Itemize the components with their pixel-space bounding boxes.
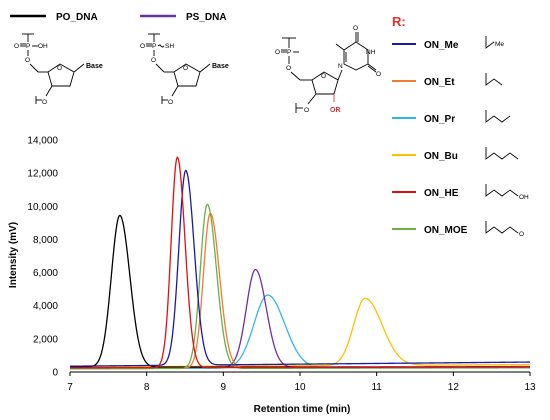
- r-legend-label-on-et: ON_Et: [424, 77, 455, 88]
- y-axis-ticks: 0 2,000 4,000 6,000 8,000 10,000 12,000 14,000: [27, 136, 58, 379]
- r-legend-label-on-bu: ON_Bu: [424, 151, 458, 162]
- r-legend-items: ON_Me Me ON_Et ON_Pr ON_Bu ON_HE OH ON_MOE O: [392, 36, 529, 238]
- ps-p-label: P: [152, 43, 156, 50]
- y-tick-label: 12,000: [27, 169, 58, 180]
- r-legend-label-on-he: ON_HE: [424, 188, 459, 199]
- ps-dna-structure: O P SH O O Base O: [140, 33, 229, 106]
- r-legend-substituent-on-moe: [485, 221, 519, 234]
- r-legend-substituent-on-bu: [485, 147, 519, 160]
- series-line-po-dna: [70, 214, 530, 368]
- y-tick-label: 2,000: [33, 334, 58, 345]
- mod-nh-label: NH: [366, 49, 376, 56]
- ps-o-3p-label: O: [168, 99, 173, 106]
- series-line-on-moe: [69, 203, 530, 370]
- modified-nucleotide-structure: O P O O O OR N O NH O: [275, 25, 381, 114]
- r-legend-label-on-me: ON_Me: [424, 40, 459, 51]
- r-legend-substituent-label-on-moe: O: [519, 231, 524, 238]
- r-legend-substituent-label-on-he: OH: [519, 194, 529, 201]
- po-o-top-label: O: [14, 43, 19, 50]
- po-base-label: Base: [86, 63, 103, 70]
- x-axis-title: Retention time (min): [254, 404, 351, 415]
- series-line-on-pr: [69, 294, 530, 370]
- po-o-link-label: O: [25, 57, 30, 64]
- y-tick-label: 6,000: [33, 268, 58, 279]
- x-tick-label: 13: [524, 382, 536, 393]
- series-line-ps-dna: [69, 268, 530, 369]
- r-legend-substituent-on-he: [485, 184, 519, 197]
- r-legend-substituent-on-et: [485, 73, 503, 86]
- series-line-on-bu: [69, 297, 531, 368]
- y-axis-title: Intensity (mV): [8, 222, 19, 288]
- y-tick-label: 10,000: [27, 202, 58, 213]
- x-tick-label: 12: [448, 382, 460, 393]
- mod-o-top-label: O: [275, 49, 280, 56]
- mod-o-c2-label: O: [376, 71, 381, 78]
- mod-o-ring-label: O: [321, 73, 326, 80]
- ps-base-label: Base: [212, 63, 229, 70]
- series-lines: [69, 155, 531, 370]
- mod-o-3p-label: O: [304, 107, 309, 114]
- x-tick-label: 10: [294, 382, 306, 393]
- y-tick-label: 14,000: [27, 136, 58, 147]
- x-tick-label: 9: [221, 382, 227, 393]
- x-tick-label: 7: [67, 382, 73, 393]
- po-p-label: P: [26, 43, 30, 50]
- po-o-3p-label: O: [42, 99, 47, 106]
- mod-or-label: OR: [330, 107, 341, 114]
- r-legend-substituent-label-on-me: Me: [495, 41, 504, 48]
- mod-n1-label: N: [338, 63, 343, 70]
- r-legend-substituent-on-me: [485, 36, 495, 49]
- ps-o-top-label: O: [140, 43, 145, 50]
- y-tick-label: 0: [52, 368, 58, 379]
- r-legend: R: ON_Me Me ON_Et ON_Pr ON_Bu ON_HE OH ON_MOE O: [392, 14, 529, 238]
- po-dna-structure: O P OH O O Base O: [14, 33, 103, 106]
- mod-o-c4-label: O: [353, 25, 358, 32]
- r-legend-label-on-moe: ON_MOE: [424, 225, 468, 236]
- x-tick-label: 11: [371, 382, 382, 393]
- ps-sh-label: SH: [165, 43, 174, 50]
- series-line-on-me: [69, 169, 530, 367]
- r-legend-label-on-pr: ON_Pr: [424, 114, 455, 125]
- top-legend: PO_DNA PS_DNA: [10, 12, 227, 23]
- ps-o-ring-label: O: [183, 65, 188, 72]
- r-legend-title: R:: [392, 14, 406, 29]
- y-tick-label: 4,000: [33, 301, 58, 312]
- ps-o-link-label: O: [151, 57, 156, 64]
- po-o-ring-label: O: [57, 65, 62, 72]
- chromatogram-plot: 02,0004,0006,0008,00010,00012,00014,000 …: [27, 136, 536, 394]
- x-tick-label: 8: [144, 382, 150, 393]
- series-line-on-he: [70, 155, 530, 369]
- mod-o-link-label: O: [286, 65, 291, 72]
- legend-label-po-dna: PO_DNA: [56, 12, 98, 23]
- r-legend-substituent-on-pr: [485, 110, 511, 123]
- x-axis-ticks: 7 8 9 10 11 12 13: [67, 372, 536, 393]
- legend-label-ps-dna: PS_DNA: [186, 12, 227, 23]
- mod-p-label: P: [287, 49, 291, 56]
- y-tick-label: 8,000: [33, 235, 58, 246]
- po-oh-label: OH: [38, 43, 48, 50]
